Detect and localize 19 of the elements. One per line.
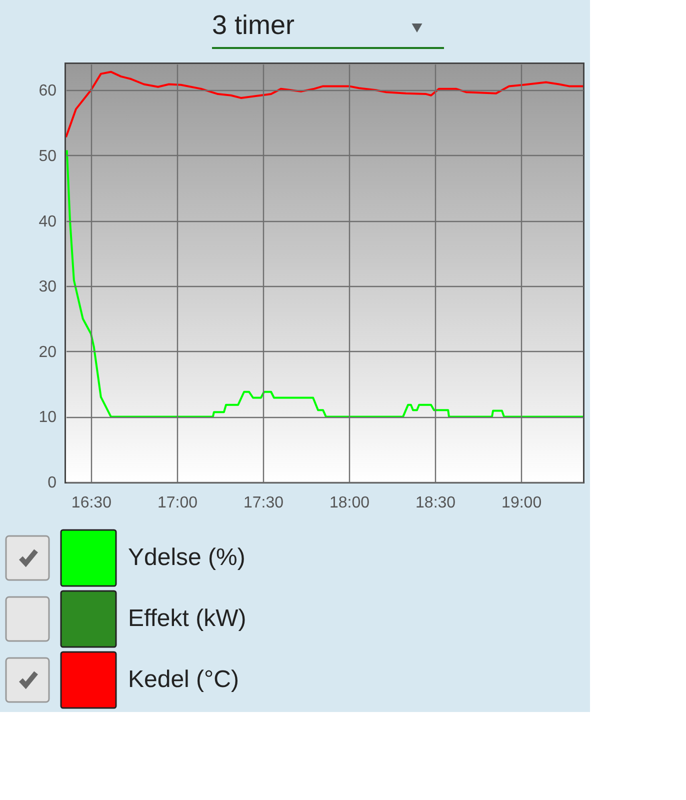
legend-label: Effekt (kW) <box>128 605 246 632</box>
y-tick-label: 40 <box>38 213 57 230</box>
x-tick-label: 17:00 <box>157 494 198 512</box>
x-tick-label: 18:00 <box>329 494 370 512</box>
x-tick-label: 18:30 <box>416 494 456 512</box>
y-tick-label: 60 <box>38 82 57 100</box>
line-series <box>66 70 583 138</box>
legend-label: Ydelse (%) <box>128 544 246 571</box>
x-tick-label: 16:30 <box>71 494 112 512</box>
text: 3 timer <box>212 10 295 40</box>
x-tick-label: 17:30 <box>243 494 284 512</box>
y-tick-label: 20 <box>38 344 57 361</box>
y-tick-label: 30 <box>38 278 57 296</box>
x-tick-label: 19:00 <box>502 494 542 512</box>
legend-label: Kedel (°C) <box>128 666 239 693</box>
y-tick-label: 0 <box>48 474 57 492</box>
line-series <box>66 149 583 418</box>
y-tick-label: 10 <box>38 409 57 426</box>
y-tick-label: 50 <box>38 148 57 165</box>
